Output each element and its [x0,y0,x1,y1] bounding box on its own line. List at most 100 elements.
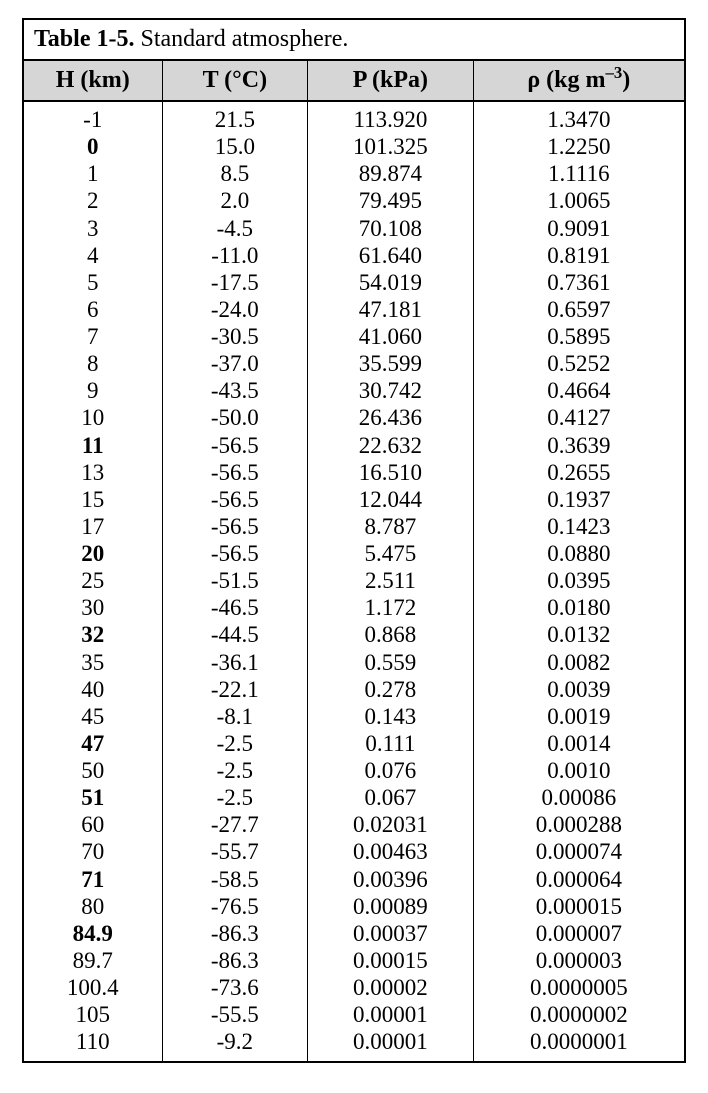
cell-rho: 0.9091 [473,215,685,242]
cell-t: -58.5 [162,866,308,893]
cell-rho: 0.0014 [473,730,685,757]
cell-p: 47.181 [308,296,474,323]
cell-h: 60 [23,811,162,838]
table-row: 17-56.58.7870.1423 [23,513,685,540]
table-row: 35-36.10.5590.0082 [23,649,685,676]
cell-h: 51 [23,784,162,811]
cell-p: 2.511 [308,567,474,594]
cell-h: 110 [23,1028,162,1062]
table-row: 3-4.570.1080.9091 [23,215,685,242]
table-row: 8-37.035.5990.5252 [23,350,685,377]
cell-p: 0.559 [308,649,474,676]
cell-t: -17.5 [162,269,308,296]
rho-prefix: ρ (kg m [527,67,605,93]
cell-h: 7 [23,323,162,350]
table-row: 20-56.55.4750.0880 [23,540,685,567]
cell-t: -56.5 [162,513,308,540]
table-row: 11-56.522.6320.3639 [23,432,685,459]
cell-t: -24.0 [162,296,308,323]
cell-p: 0.00002 [308,974,474,1001]
cell-h: 71 [23,866,162,893]
cell-h: 40 [23,676,162,703]
cell-p: 0.00037 [308,920,474,947]
cell-rho: 0.4664 [473,377,685,404]
cell-t: -2.5 [162,730,308,757]
table-row: 105-55.50.000010.0000002 [23,1001,685,1028]
cell-t: 8.5 [162,160,308,187]
table-row: 60-27.70.020310.000288 [23,811,685,838]
cell-h: 15 [23,486,162,513]
cell-h: 13 [23,459,162,486]
cell-rho: 0.0132 [473,621,685,648]
col-header-t: T (°C) [162,60,308,101]
caption-text: Standard atmosphere. [134,26,348,52]
cell-rho: 0.00086 [473,784,685,811]
cell-rho: 0.0039 [473,676,685,703]
cell-t: -4.5 [162,215,308,242]
table-row: 45-8.10.1430.0019 [23,703,685,730]
cell-rho: 0.0010 [473,757,685,784]
table-row: 47-2.50.1110.0014 [23,730,685,757]
table-row: 5-17.554.0190.7361 [23,269,685,296]
cell-h: 89.7 [23,947,162,974]
cell-h: 8 [23,350,162,377]
cell-p: 0.278 [308,676,474,703]
table-body: -121.5113.9201.3470015.0101.3251.225018.… [23,101,685,1062]
table-caption-row: Table 1-5. Standard atmosphere. [23,19,685,60]
col-header-h: H (km) [23,60,162,101]
cell-t: -36.1 [162,649,308,676]
cell-t: -2.5 [162,784,308,811]
cell-t: -50.0 [162,404,308,431]
cell-p: 0.00463 [308,838,474,865]
table-row: 110-9.20.000010.0000001 [23,1028,685,1062]
cell-rho: 0.6597 [473,296,685,323]
cell-rho: 0.000288 [473,811,685,838]
cell-t: -56.5 [162,459,308,486]
cell-t: -37.0 [162,350,308,377]
cell-t: -73.6 [162,974,308,1001]
cell-rho: 0.0180 [473,594,685,621]
cell-rho: 0.0395 [473,567,685,594]
cell-p: 12.044 [308,486,474,513]
cell-t: -51.5 [162,567,308,594]
cell-rho: 1.0065 [473,187,685,214]
cell-t: -86.3 [162,920,308,947]
cell-p: 8.787 [308,513,474,540]
cell-t: -76.5 [162,893,308,920]
table-row: 015.0101.3251.2250 [23,133,685,160]
cell-t: -55.5 [162,1001,308,1028]
cell-t: -8.1 [162,703,308,730]
cell-p: 54.019 [308,269,474,296]
cell-h: 30 [23,594,162,621]
cell-t: -86.3 [162,947,308,974]
cell-p: 0.111 [308,730,474,757]
cell-p: 0.00001 [308,1001,474,1028]
table-row: 89.7-86.30.000150.000003 [23,947,685,974]
cell-h: 0 [23,133,162,160]
table-row: 84.9-86.30.000370.000007 [23,920,685,947]
cell-t: -2.5 [162,757,308,784]
cell-t: 2.0 [162,187,308,214]
cell-rho: 0.5252 [473,350,685,377]
cell-t: -22.1 [162,676,308,703]
cell-p: 0.143 [308,703,474,730]
cell-p: 5.475 [308,540,474,567]
table-header-row: H (km) T (°C) P (kPa) ρ (kg m–3) [23,60,685,101]
cell-h: 32 [23,621,162,648]
cell-rho: 0.0000001 [473,1028,685,1062]
table-row: 51-2.50.0670.00086 [23,784,685,811]
cell-t: 21.5 [162,101,308,133]
cell-rho: 1.2250 [473,133,685,160]
cell-rho: 1.3470 [473,101,685,133]
cell-rho: 0.2655 [473,459,685,486]
cell-p: 0.02031 [308,811,474,838]
cell-h: 100.4 [23,974,162,1001]
cell-p: 79.495 [308,187,474,214]
cell-h: 5 [23,269,162,296]
cell-h: 11 [23,432,162,459]
cell-t: -56.5 [162,432,308,459]
cell-t: -56.5 [162,486,308,513]
cell-h: 50 [23,757,162,784]
caption-label: Table 1-5. [34,26,134,52]
cell-h: 4 [23,242,162,269]
